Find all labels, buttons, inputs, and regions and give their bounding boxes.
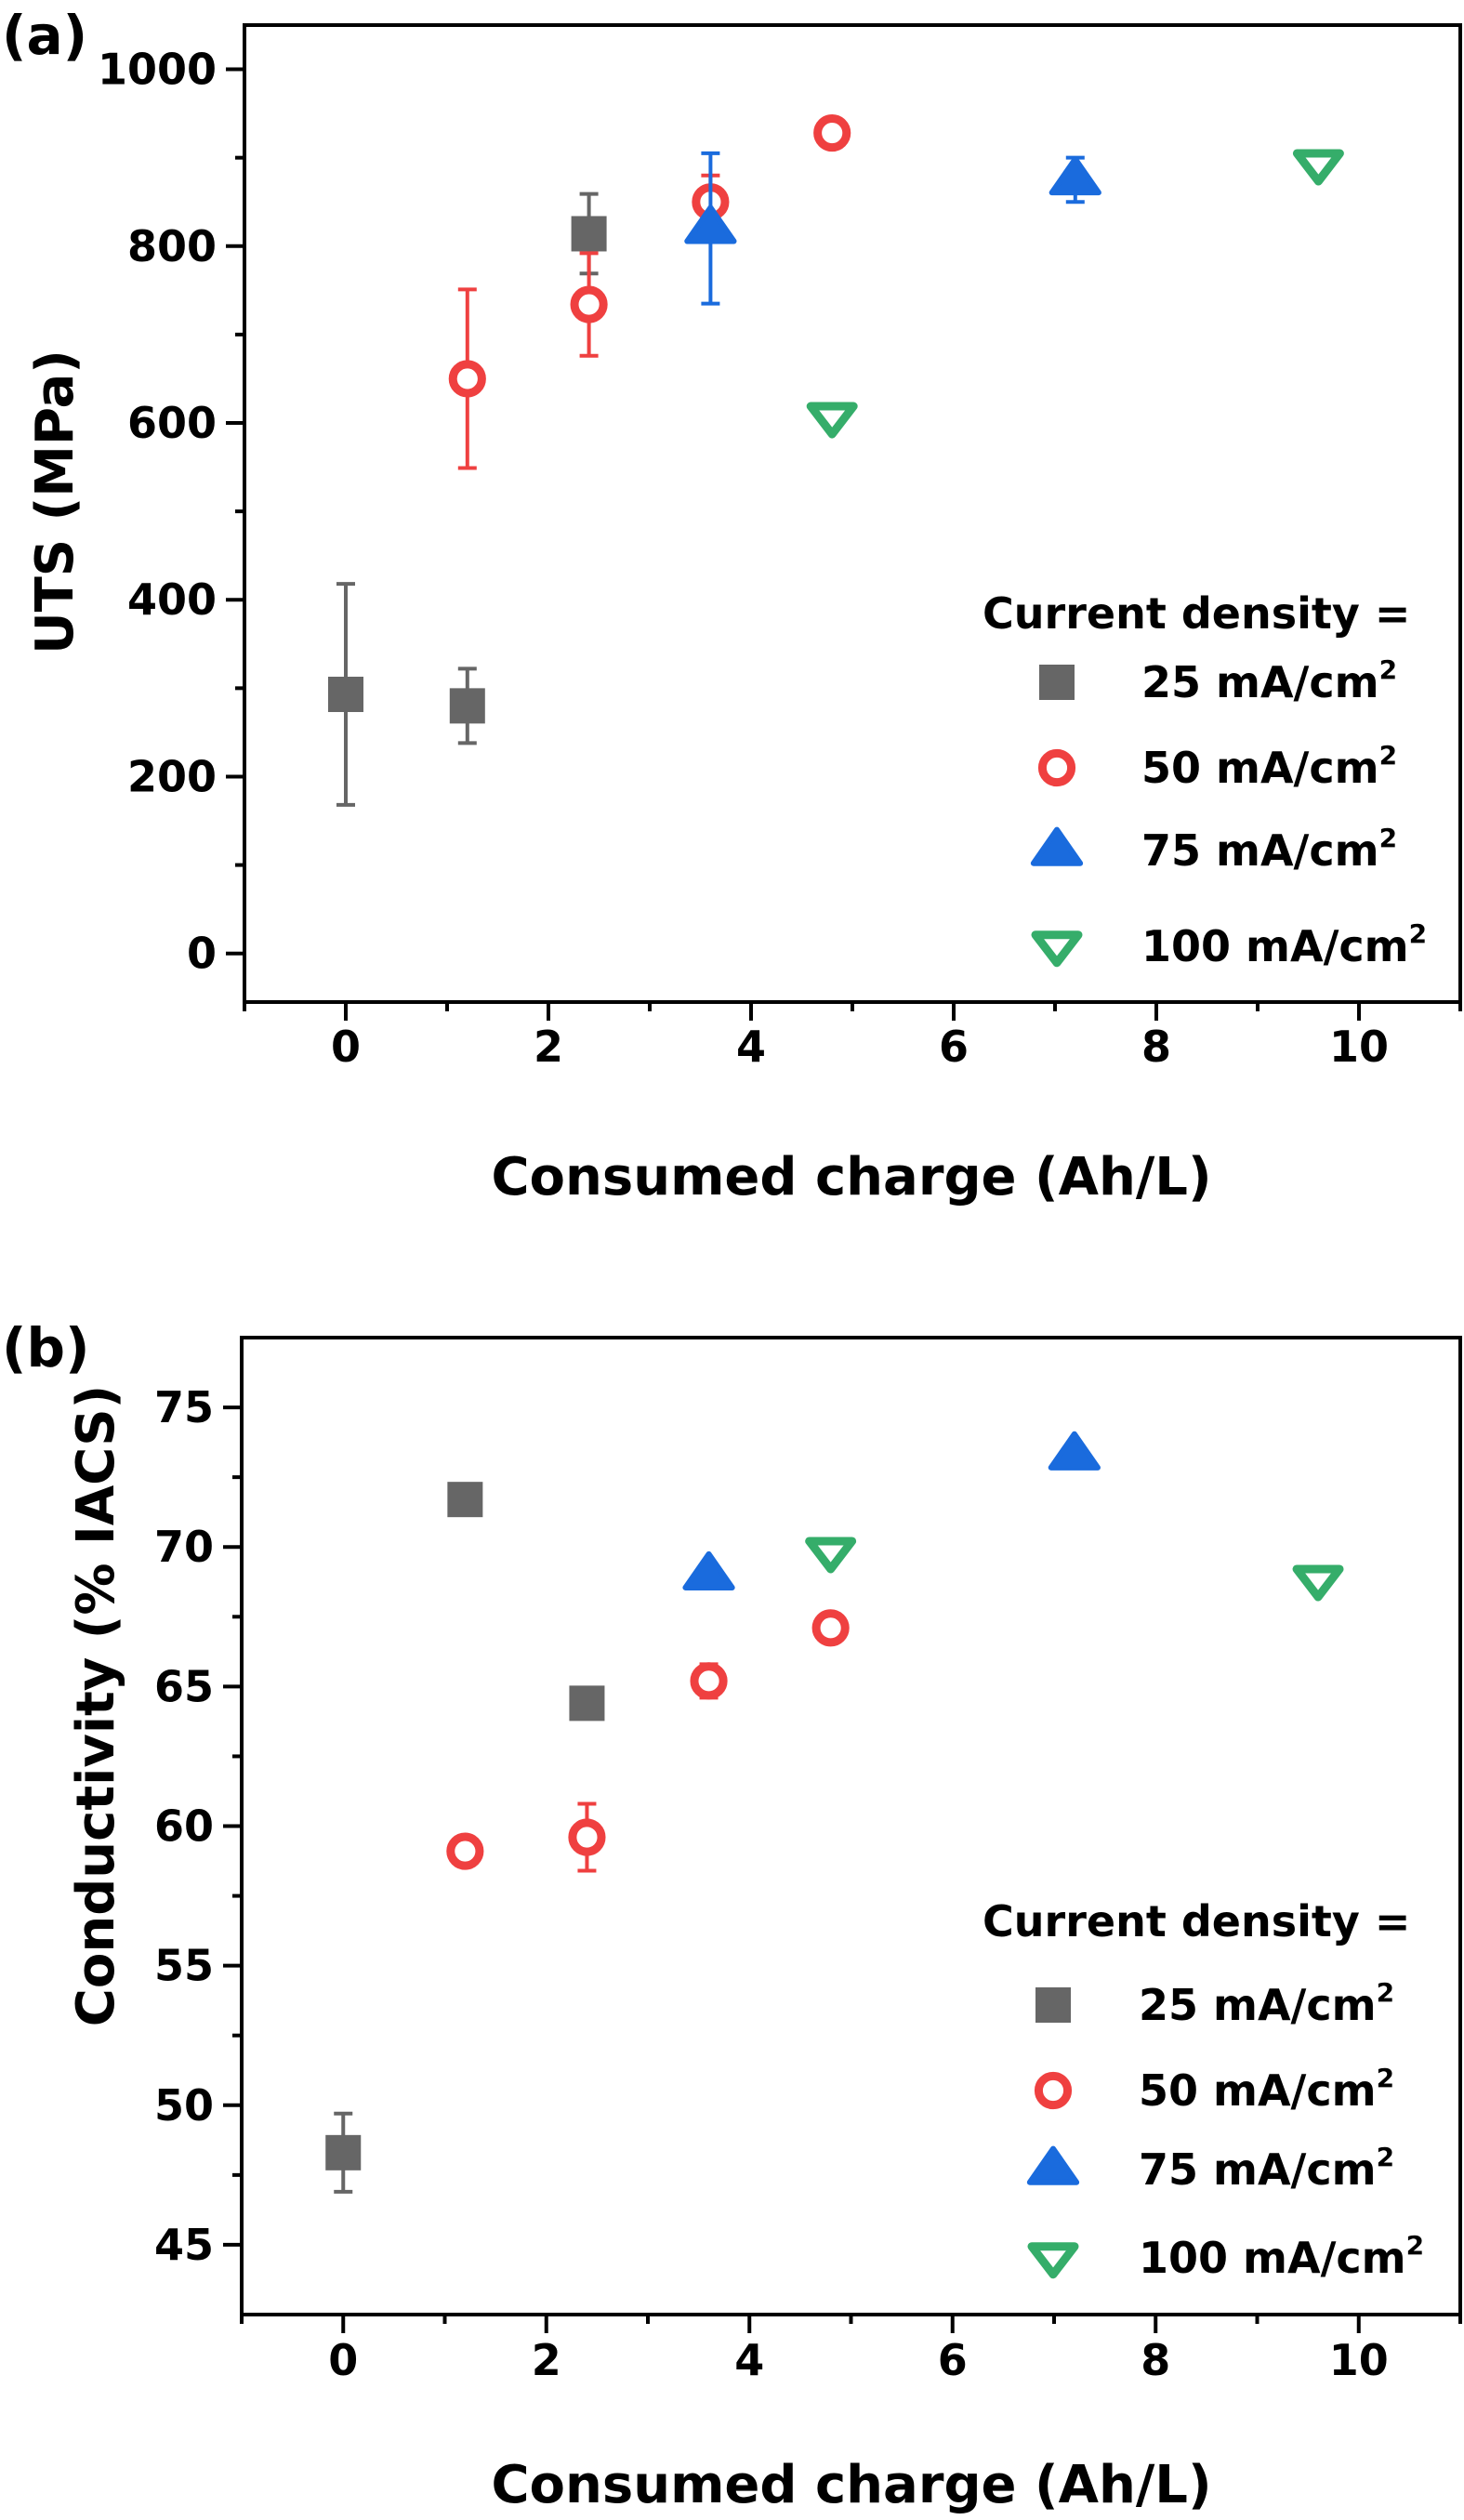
data-point: [690, 1662, 728, 1700]
legend-label: 75 mA/cm2: [1139, 2142, 1394, 2195]
x-tick-label: 2: [534, 1022, 563, 1072]
y-axis-title: UTS (MPa): [25, 350, 86, 654]
x-tick-label: 10: [1329, 1022, 1389, 1072]
data-marks: [328, 113, 1344, 807]
legend-item: 75 mA/cm2: [1026, 2142, 1394, 2195]
legend: Current density = 25 mA/cm2 50 mA/cm2 75 m…: [983, 1896, 1424, 2283]
legend-item: 100 mA/cm2: [1027, 2230, 1424, 2283]
legend-item: 75 mA/cm2: [1030, 823, 1397, 876]
data-marks: [325, 1431, 1344, 2194]
legend-label: 75 mA/cm2: [1141, 823, 1397, 876]
panel-label: (b): [2, 1316, 90, 1379]
y-tick-label: 60: [154, 1801, 214, 1852]
data-point: [447, 1482, 483, 1518]
legend-marker-square-icon: [1039, 665, 1075, 700]
panel-a: (a) 0 200 400 600 800 1000 0 2 4 6 8 10 Consumed ch…: [2, 4, 1462, 1207]
y-tick-label: 1000: [98, 45, 217, 95]
legend-title: Current density =: [983, 1896, 1410, 1946]
x-tick-label: 8: [1141, 1022, 1171, 1072]
legend-marker-triangle-up-icon: [1026, 2145, 1080, 2185]
data-point: [568, 1818, 606, 1856]
legend-item: 25 mA/cm2: [1035, 1977, 1394, 2030]
data-point: [571, 216, 607, 252]
data-point: [811, 1609, 850, 1647]
y-tick-label: 600: [127, 398, 217, 448]
data-point: [1048, 1431, 1101, 1471]
series-50-ma-cm2: [448, 113, 851, 470]
series-75-ma-cm2: [684, 151, 1101, 306]
data-point: [446, 1832, 484, 1870]
series-25-ma-cm2: [325, 1482, 605, 2194]
data-point: [1049, 156, 1101, 196]
legend-marker-triangle-down-icon: [1027, 2242, 1079, 2279]
legend-label: 25 mA/cm2: [1139, 1977, 1394, 2030]
y-tick-label: 800: [127, 221, 217, 271]
y-tick-label: 200: [127, 751, 217, 801]
x-tick-label: 0: [328, 2335, 358, 2385]
data-point: [328, 677, 363, 713]
legend-marker-triangle-down-icon: [1031, 930, 1083, 968]
legend-item: 25 mA/cm2: [1039, 654, 1397, 707]
data-point: [684, 205, 737, 244]
x-tick-label: 4: [736, 1022, 766, 1072]
y-tick-label: 0: [187, 929, 217, 979]
legend-title: Current density =: [983, 588, 1410, 639]
series-50-ma-cm2: [446, 1609, 850, 1873]
y-tick-label: 45: [154, 2220, 214, 2270]
x-axis-title: Consumed charge (Ah/L): [491, 1147, 1211, 1207]
ticks: 0 200 400 600 800 1000 0 2 4 6 8 10: [98, 45, 1462, 1072]
panel-b: (b) 45 50 55 60 65 70 75 0 2 4 6 8 10 Consumed charg…: [2, 1316, 1462, 2515]
data-point: [570, 285, 608, 323]
y-tick-label: 75: [154, 1382, 214, 1432]
data-point: [813, 113, 851, 152]
y-tick-label: 55: [154, 1941, 214, 1991]
legend-marker-circle-icon: [1037, 748, 1076, 787]
data-point: [806, 402, 858, 439]
y-tick-label: 70: [154, 1522, 214, 1572]
y-tick-label: 65: [154, 1661, 214, 1711]
legend-label: 50 mA/cm2: [1141, 740, 1397, 793]
legend-marker-circle-icon: [1034, 2071, 1073, 2110]
legend-item: 50 mA/cm2: [1034, 2063, 1394, 2116]
y-tick-label: 50: [154, 2080, 214, 2131]
legend-label: 100 mA/cm2: [1141, 918, 1427, 971]
x-tick-label: 4: [734, 2335, 764, 2385]
y-axis-title: Conductivity (% IACS): [66, 1385, 126, 2026]
data-point: [1292, 1564, 1344, 1602]
series-100-ma-cm2: [806, 149, 1344, 439]
legend-item: 100 mA/cm2: [1031, 918, 1427, 971]
x-tick-label: 2: [532, 2335, 561, 2385]
legend-label: 50 mA/cm2: [1139, 2063, 1394, 2116]
y-tick-label: 400: [127, 574, 217, 625]
legend-marker-square-icon: [1035, 1987, 1071, 2023]
x-tick-label: 6: [938, 2335, 968, 2385]
data-point: [448, 360, 486, 398]
series-25-ma-cm2: [328, 191, 607, 807]
x-tick-label: 8: [1141, 2335, 1170, 2385]
legend-label: 25 mA/cm2: [1141, 654, 1397, 707]
data-point: [805, 1537, 857, 1574]
data-point: [449, 688, 485, 724]
series-75-ma-cm2: [682, 1431, 1101, 1590]
legend: Current density = 25 mA/cm2 50 mA/cm2 75 m…: [983, 588, 1427, 971]
data-point: [682, 1550, 735, 1590]
x-axis-title: Consumed charge (Ah/L): [491, 2455, 1211, 2515]
legend-marker-triangle-up-icon: [1030, 826, 1084, 866]
data-point: [569, 1685, 605, 1722]
data-point: [325, 2134, 362, 2170]
legend-item: 50 mA/cm2: [1037, 740, 1397, 793]
data-point: [1292, 149, 1344, 186]
x-tick-label: 0: [331, 1022, 361, 1072]
ticks: 45 50 55 60 65 70 75 0 2 4 6 8 10: [154, 1382, 1462, 2385]
x-tick-label: 6: [939, 1022, 969, 1072]
panel-label: (a): [2, 4, 87, 67]
x-tick-label: 10: [1329, 2335, 1389, 2385]
legend-label: 100 mA/cm2: [1139, 2230, 1424, 2283]
series-100-ma-cm2: [805, 1537, 1344, 1602]
